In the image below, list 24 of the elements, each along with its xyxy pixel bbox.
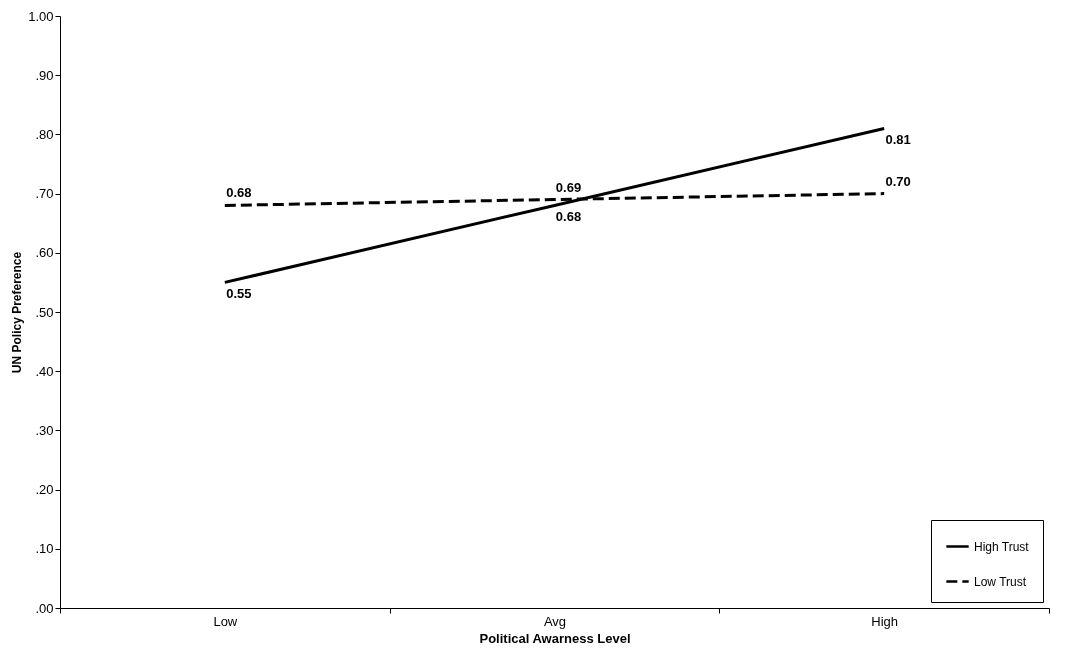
y-tick-label: .10 [35, 541, 54, 557]
y-tick-label: .00 [35, 600, 54, 616]
data-label: 0.69 [555, 179, 582, 195]
y-tick-label: .60 [35, 245, 54, 261]
data-label: 0.55 [226, 286, 252, 302]
y-tick-label: .90 [35, 67, 54, 83]
legend-label: Low Trust [974, 574, 1027, 589]
y-tick-label: .50 [35, 304, 54, 320]
data-label: 0.81 [885, 132, 911, 148]
x-tick-label: Avg [543, 613, 567, 629]
x-axis-title: Political Awarness Level [479, 630, 631, 646]
data-label: 0.68 [226, 185, 252, 201]
y-tick-label: .80 [35, 126, 54, 142]
data-label: 0.68 [555, 209, 582, 225]
y-tick-label: 1.00 [28, 8, 54, 24]
y-tick-label: .70 [35, 186, 54, 202]
y-axis-title: UN Policy Preference [10, 251, 25, 374]
x-tick-label: Low [213, 613, 238, 629]
x-tick-label: High [871, 613, 899, 629]
data-label: 0.70 [885, 173, 911, 189]
y-tick-label: .30 [35, 422, 54, 438]
y-tick-label: .40 [35, 363, 54, 379]
y-tick-label: .20 [35, 482, 54, 498]
legend-label: High Trust [974, 539, 1030, 554]
